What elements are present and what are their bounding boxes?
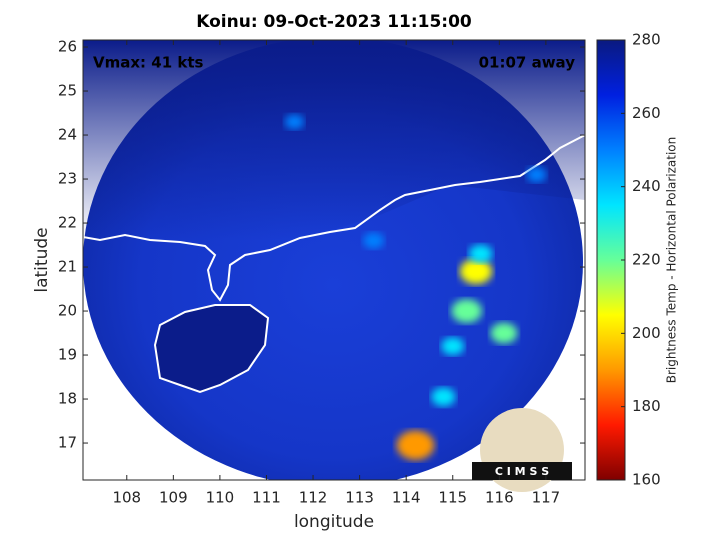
y-tick-label: 25 [58,82,77,100]
cloud-cell [459,258,493,285]
cloud-cell [284,114,305,130]
x-tick-label: 115 [438,489,467,507]
colorbar-tick-label: 160 [632,471,661,489]
y-tick-label: 23 [58,170,77,188]
cloud-cell [526,166,547,183]
colorbar-tick-label: 280 [632,31,661,49]
coastline [83,134,585,302]
logo: C I M S S [472,408,572,492]
axes-box [82,39,586,481]
y-tick-label: 20 [58,302,77,320]
y-tick-label: 26 [58,38,77,56]
plot-area [83,40,585,480]
colorbar-tick-label: 220 [632,251,661,269]
cloud-cell [441,337,465,356]
cloud-cell [396,430,435,460]
cloud-cell [451,299,483,323]
x-axis-label: longitude [294,512,374,532]
colorbar-tick-label: 260 [632,104,661,122]
annotation: 01:07 away [479,54,576,72]
x-tick-label: 112 [299,489,328,507]
y-axis-label: latitude [32,227,52,292]
colorbar-label: Brightness Temp - Horizontal Polarizatio… [665,137,679,384]
logo-text: C I M S S [495,465,549,478]
island-coast [153,304,270,394]
coastline [83,439,141,479]
x-tick-label: 113 [345,489,374,507]
colorbar-tick-label: 240 [632,177,661,195]
chart-title: Koinu: 09-Oct-2023 11:15:00 [196,12,472,32]
x-tick-label: 109 [159,489,188,507]
x-tick-label: 117 [532,489,561,507]
y-tick-label: 18 [58,390,77,408]
y-tick-label: 17 [58,434,77,452]
cloud-cell [431,387,456,407]
colorbar [596,39,626,481]
colorbar-tick-label: 200 [632,324,661,342]
y-tick-label: 24 [58,126,77,144]
y-tick-label: 19 [58,346,77,364]
x-tick-label: 116 [485,489,514,507]
y-tick-label: 21 [58,258,77,276]
annotation: Vmax: 41 kts [93,54,203,72]
x-tick-label: 110 [206,489,235,507]
cloud-cell [468,244,493,263]
y-tick-label: 22 [58,214,77,232]
cloud-cell [363,232,385,249]
cloud-cell [490,322,518,344]
x-tick-label: 114 [392,489,421,507]
north-region [83,40,585,240]
x-tick-label: 108 [112,489,141,507]
logo-bar [472,462,572,480]
x-tick-label: 111 [252,489,281,507]
colorbar-tick-label: 180 [632,397,661,415]
